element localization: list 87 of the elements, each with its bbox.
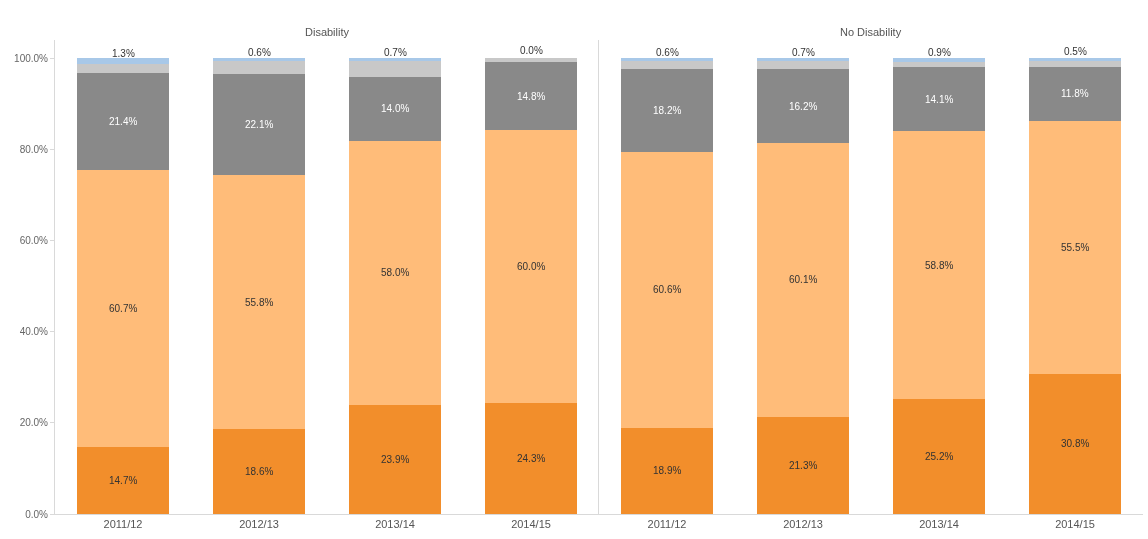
y-tick-label: 60.0% xyxy=(19,235,49,247)
data-label: 25.2% xyxy=(925,451,954,462)
data-label: 18.6% xyxy=(245,466,274,477)
data-label: 55.5% xyxy=(1061,242,1090,253)
x-tick-label: 2011/12 xyxy=(647,518,687,531)
bar xyxy=(484,62,578,130)
data-label: 24.3% xyxy=(517,453,546,464)
bar xyxy=(620,151,714,428)
data-label: 14.7% xyxy=(109,475,138,486)
data-label: 60.7% xyxy=(109,303,138,314)
data-label: 14.8% xyxy=(517,91,546,102)
data-label: 21.4% xyxy=(109,116,138,127)
bar xyxy=(756,69,850,143)
data-label: 60.6% xyxy=(653,284,682,295)
bar xyxy=(620,68,714,152)
bar xyxy=(76,170,170,447)
data-label: 16.2% xyxy=(789,101,818,112)
chart-title: Disability xyxy=(305,26,350,38)
bar xyxy=(1028,373,1122,514)
data-label: 14.0% xyxy=(381,103,410,114)
bar xyxy=(892,66,986,132)
x-tick-label: 2014/15 xyxy=(511,518,551,531)
x-tick-label: 2014/15 xyxy=(1055,518,1095,531)
bar xyxy=(1028,66,1122,121)
data-label: 58.0% xyxy=(381,267,410,278)
bar xyxy=(756,416,850,514)
bar xyxy=(620,60,714,69)
y-tick-label: 0.0% xyxy=(25,508,49,520)
bar xyxy=(348,140,442,406)
data-label: 23.9% xyxy=(381,454,410,465)
x-tick-label: 2012/13 xyxy=(239,518,279,531)
bar xyxy=(484,403,578,514)
bar xyxy=(76,447,170,514)
bar xyxy=(756,61,850,70)
bar xyxy=(212,74,306,175)
bar xyxy=(892,399,986,514)
bar xyxy=(756,143,850,417)
bar xyxy=(76,58,170,65)
data-label: 1.3% xyxy=(112,48,135,59)
bar xyxy=(1028,58,1122,61)
data-label: 0.0% xyxy=(520,45,543,56)
bar xyxy=(348,405,442,514)
bar xyxy=(348,76,442,141)
bar xyxy=(1028,120,1122,374)
x-tick-label: 2011/12 xyxy=(103,518,143,531)
bar xyxy=(892,62,986,67)
y-tick-label: 40.0% xyxy=(19,326,49,338)
data-label: 55.8% xyxy=(245,297,274,308)
x-tick-label: 2013/14 xyxy=(919,518,959,531)
bar xyxy=(892,131,986,400)
bar xyxy=(484,58,578,63)
data-label: 0.5% xyxy=(1064,46,1087,57)
data-label: 60.1% xyxy=(789,274,818,285)
data-label: 18.9% xyxy=(653,465,682,476)
bar xyxy=(212,58,306,61)
data-label: 0.6% xyxy=(656,47,679,58)
bar xyxy=(892,58,986,63)
data-label: 22.1% xyxy=(245,119,274,130)
bar xyxy=(348,58,442,62)
bar xyxy=(212,429,306,514)
data-label: 0.7% xyxy=(384,47,407,58)
data-label: 18.2% xyxy=(653,105,682,116)
bar xyxy=(212,174,306,430)
y-tick-label: 80.0% xyxy=(19,143,49,155)
bar xyxy=(212,60,306,75)
data-label: 0.7% xyxy=(792,47,815,58)
bar xyxy=(484,129,578,404)
data-label: 0.9% xyxy=(928,47,951,58)
bar xyxy=(1028,60,1122,67)
chart-title: No Disability xyxy=(840,26,902,38)
bar xyxy=(620,58,714,61)
y-tick-label: 20.0% xyxy=(19,417,49,429)
y-tick-label: 100.0% xyxy=(14,52,49,64)
data-label: 60.0% xyxy=(517,261,546,272)
bar xyxy=(348,61,442,77)
bar xyxy=(76,64,170,73)
data-label: 0.6% xyxy=(248,47,271,58)
bar xyxy=(620,427,714,514)
x-tick-label: 2012/13 xyxy=(783,518,823,531)
bar xyxy=(76,72,170,171)
data-label: 30.8% xyxy=(1061,438,1090,449)
data-label: 21.3% xyxy=(789,460,818,471)
bar xyxy=(756,58,850,62)
x-tick-label: 2013/14 xyxy=(375,518,415,531)
data-label: 58.8% xyxy=(925,260,954,271)
data-label: 11.8% xyxy=(1061,88,1089,99)
data-label: 14.1% xyxy=(925,94,954,105)
